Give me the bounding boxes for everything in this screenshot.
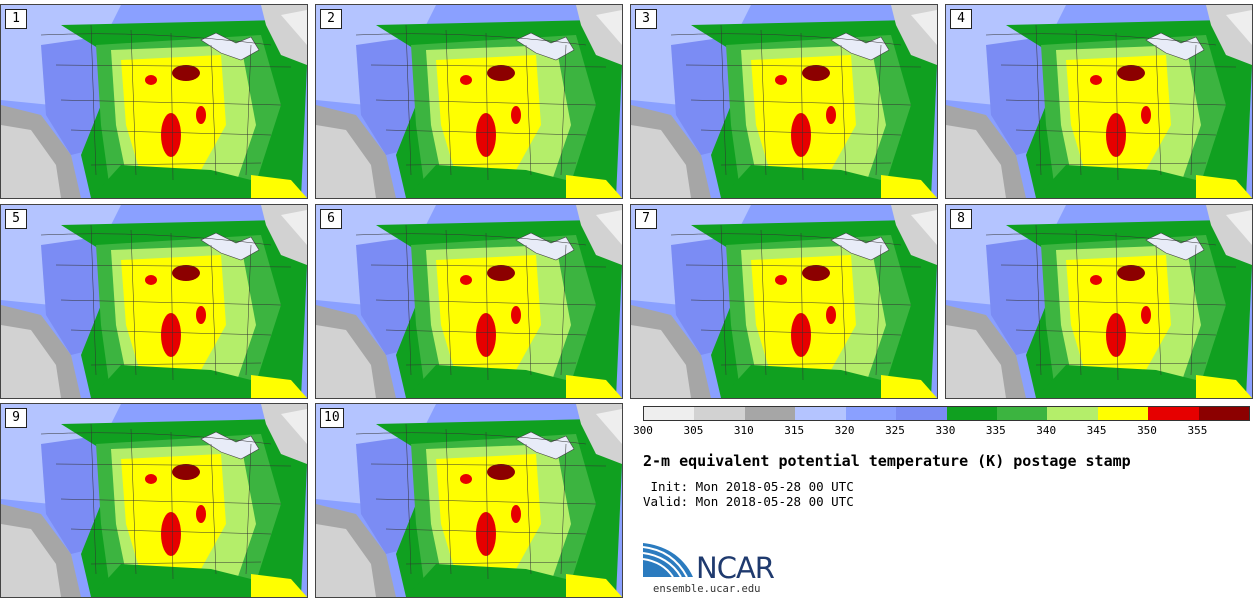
- colorbar-swatch: [1097, 407, 1149, 420]
- map-image: [316, 205, 622, 398]
- panel-label: 7: [635, 209, 657, 229]
- map-image: [946, 5, 1252, 198]
- panel-label: 3: [635, 9, 657, 29]
- map-image: [1, 5, 307, 198]
- colorbar-swatch: [1047, 407, 1098, 420]
- map-panel: 6: [315, 204, 623, 399]
- map-panel: 5: [0, 204, 308, 399]
- colorbar-tick: 320: [834, 424, 855, 437]
- valid-time: Valid: Mon 2018-05-28 00 UTC: [643, 494, 854, 509]
- panel-label: 9: [5, 408, 27, 428]
- map-panel: 4: [945, 4, 1253, 199]
- colorbar-tick: 325: [885, 424, 905, 437]
- panel-label: 4: [950, 9, 972, 29]
- site-url[interactable]: ensemble.ucar.edu: [653, 583, 761, 595]
- ncar-logo-text: NCAR: [696, 551, 775, 585]
- panel-label: 5: [5, 209, 27, 229]
- map-panel: 8: [945, 204, 1253, 399]
- colorbar-tick: 355: [1187, 424, 1208, 437]
- colorbar-swatch: [896, 407, 947, 420]
- map-panel: 3: [630, 4, 938, 199]
- colorbar-swatch: [946, 407, 997, 420]
- colorbar-swatch: [795, 407, 846, 420]
- colorbar-tick: 340: [1036, 424, 1057, 437]
- colorbar-swatch: [996, 407, 1048, 420]
- panel-label: 2: [320, 9, 342, 29]
- colorbar: [643, 406, 1250, 421]
- ncar-logo-icon: [643, 543, 693, 578]
- map-image: [631, 5, 937, 198]
- colorbar-swatch: [744, 407, 796, 420]
- colorbar-tick: 310: [733, 424, 754, 437]
- map-image: [1, 205, 307, 398]
- map-panel: 7: [630, 204, 938, 399]
- colorbar-ticks: 300 305 310 315 320 325 330 335 340 345 …: [633, 424, 1249, 440]
- map-image: [946, 205, 1252, 398]
- map-panel: 9: [0, 403, 308, 598]
- map-image: [316, 5, 622, 198]
- colorbar-swatch: [694, 407, 745, 420]
- figure-title: 2-m equivalent potential temperature (K)…: [643, 452, 1131, 470]
- colorbar-tick: 335: [985, 424, 1006, 437]
- colorbar-swatch: [845, 407, 897, 420]
- map-panel: 1: [0, 4, 308, 199]
- colorbar-tick: 350: [1137, 424, 1157, 437]
- colorbar-tick: 345: [1086, 424, 1107, 437]
- map-panel: 10: [315, 403, 623, 598]
- colorbar-swatch: [1148, 407, 1199, 420]
- panel-label: 10: [320, 408, 344, 428]
- map-image: [316, 404, 622, 597]
- panel-label: 8: [950, 209, 972, 229]
- panel-label: 1: [5, 9, 27, 29]
- colorbar-tick: 300: [633, 424, 653, 437]
- colorbar-swatch: [644, 407, 695, 420]
- colorbar-tick: 315: [784, 424, 805, 437]
- init-time: Init: Mon 2018-05-28 00 UTC: [643, 479, 854, 494]
- map-image: [1, 404, 307, 597]
- panel-label: 6: [320, 209, 342, 229]
- colorbar-swatch: [1198, 407, 1250, 420]
- map-panel: 2: [315, 4, 623, 199]
- map-image: [631, 205, 937, 398]
- colorbar-tick: 330: [935, 424, 956, 437]
- colorbar-tick: 305: [683, 424, 704, 437]
